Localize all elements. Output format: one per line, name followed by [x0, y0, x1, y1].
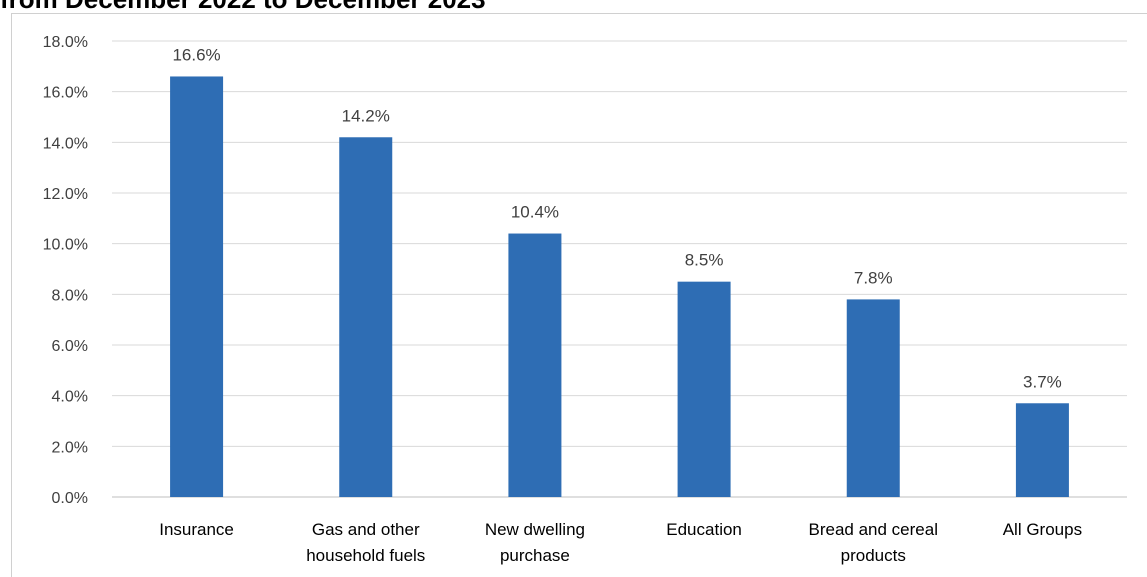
x-tick-label: purchase: [500, 546, 570, 565]
y-tick-label: 6.0%: [52, 338, 88, 355]
y-tick-label: 18.0%: [43, 34, 88, 51]
data-label: 3.7%: [1023, 372, 1062, 391]
x-tick-label: products: [841, 546, 906, 565]
chart-title: from December 2022 to December 2023: [0, 0, 486, 15]
bar: [339, 137, 393, 497]
y-tick-label: 2.0%: [52, 439, 88, 456]
bar: [508, 233, 562, 498]
y-tick-label: 14.0%: [43, 135, 88, 152]
data-label: 16.6%: [172, 45, 220, 64]
bar: [846, 299, 900, 497]
y-tick-label: 8.0%: [52, 287, 88, 304]
x-tick-label: Gas and other: [312, 520, 420, 539]
bar: [677, 281, 731, 497]
x-tick-label: New dwelling: [485, 520, 585, 539]
x-tick-label: household fuels: [306, 546, 425, 565]
data-label: 8.5%: [685, 251, 724, 270]
x-tick-label: All Groups: [1003, 520, 1082, 539]
y-tick-label: 16.0%: [43, 85, 88, 102]
x-tick-label: Bread and cereal: [809, 520, 938, 539]
bar: [170, 76, 224, 497]
data-label: 7.8%: [854, 268, 893, 287]
x-tick-label: Insurance: [159, 520, 234, 539]
y-tick-label: 0.0%: [52, 490, 88, 507]
y-tick-label: 12.0%: [43, 186, 88, 203]
y-tick-label: 10.0%: [43, 237, 88, 254]
data-label: 14.2%: [342, 106, 390, 125]
x-tick-label: Education: [666, 520, 742, 539]
chart-frame: [11, 13, 1147, 577]
data-label: 10.4%: [511, 203, 559, 222]
y-tick-label: 4.0%: [52, 389, 88, 406]
bar: [1015, 403, 1069, 497]
